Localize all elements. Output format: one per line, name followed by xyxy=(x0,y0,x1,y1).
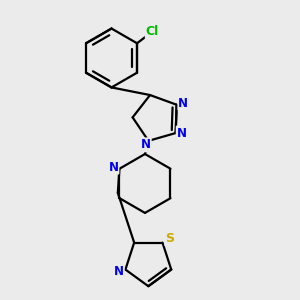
Text: Cl: Cl xyxy=(146,25,159,38)
Text: N: N xyxy=(114,265,124,278)
Text: N: N xyxy=(141,138,151,152)
Text: N: N xyxy=(109,160,118,174)
Text: N: N xyxy=(177,127,187,140)
Text: S: S xyxy=(165,232,174,245)
Text: N: N xyxy=(178,97,188,110)
